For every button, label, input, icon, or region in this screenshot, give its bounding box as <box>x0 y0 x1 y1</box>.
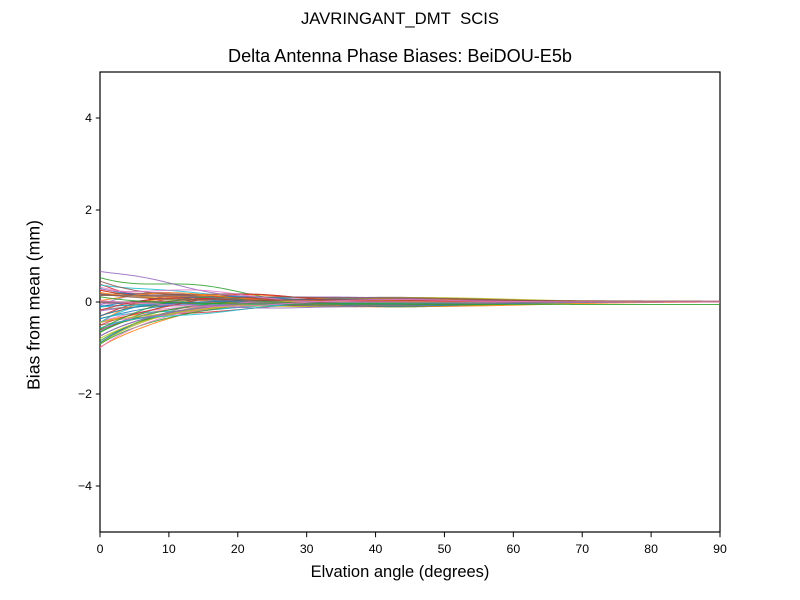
svg-text:20: 20 <box>231 542 245 556</box>
svg-text:50: 50 <box>438 542 452 556</box>
svg-text:30: 30 <box>300 542 314 556</box>
svg-text:−2: −2 <box>78 387 92 401</box>
svg-text:60: 60 <box>506 542 520 556</box>
svg-text:0: 0 <box>85 295 92 309</box>
svg-text:0: 0 <box>97 542 104 556</box>
svg-text:90: 90 <box>713 542 727 556</box>
svg-text:10: 10 <box>162 542 176 556</box>
svg-text:−4: −4 <box>78 479 92 493</box>
svg-text:80: 80 <box>644 542 658 556</box>
svg-text:70: 70 <box>575 542 589 556</box>
svg-text:2: 2 <box>85 203 92 217</box>
svg-text:4: 4 <box>85 111 92 125</box>
svg-text:40: 40 <box>369 542 383 556</box>
